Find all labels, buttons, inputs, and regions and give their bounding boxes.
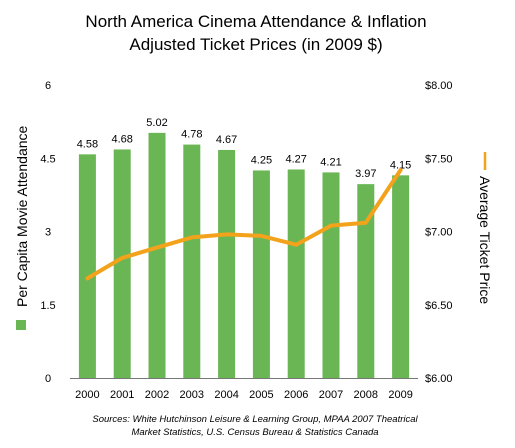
right-axis-title: Average Ticket Price: [477, 152, 493, 304]
right-y-tick-label: $7.00: [425, 227, 453, 239]
bar: [183, 144, 201, 378]
source-line-2: Market Statistics, U.S. Census Bureau & …: [131, 427, 378, 438]
bar-data-label: 4.78: [181, 129, 202, 141]
x-tick-label: 2003: [180, 389, 204, 401]
bar: [113, 149, 131, 378]
left-axis-label: Per Capita Movie Attendance: [14, 125, 30, 307]
x-tick-label: 2005: [249, 389, 273, 401]
bar-data-label: 5.02: [146, 117, 167, 129]
x-tick-label: 2000: [75, 389, 99, 401]
bar: [78, 154, 96, 378]
chart-title-line-1: North America Cinema Attendance & Inflat…: [85, 12, 426, 31]
bar: [252, 170, 270, 378]
right-y-tick-label: $6.50: [425, 300, 453, 312]
x-tick-label: 2002: [145, 389, 169, 401]
bar-data-label: 4.27: [285, 153, 306, 165]
bar-data-labels: 4.58 4.68 5.02 4.78 4.67 4.25 4.27 4.21 3.97 4.15: [77, 117, 412, 180]
left-axis-ticks: 0 1.5 3 4.5 6: [40, 80, 55, 385]
left-axis-title: Per Capita Movie Attendance: [14, 125, 30, 330]
bar: [392, 175, 410, 378]
line-series: [85, 168, 403, 281]
x-axis-ticks: 2000 2001 2002 2003 2004 2005 2006 2007 2008 2009: [75, 389, 413, 401]
bar: [287, 169, 305, 378]
x-tick-label: 2004: [214, 389, 238, 401]
bar-data-label: 3.97: [355, 168, 376, 180]
right-y-tick-label: $6.00: [425, 373, 453, 385]
x-tick-label: 2001: [110, 389, 134, 401]
source-note: Sources: White Hutchinson Leisure & Lear…: [92, 414, 418, 438]
bar: [322, 172, 340, 378]
bar: [357, 184, 375, 378]
right-axis-ticks: $6.00 $6.50 $7.00 $7.50 $8.00: [425, 80, 453, 385]
right-axis-label: Average Ticket Price: [477, 176, 493, 304]
left-y-tick-label: 4.5: [40, 153, 55, 165]
left-y-tick-label: 6: [45, 80, 51, 92]
bar-legend-swatch: [16, 320, 26, 330]
bar-data-label: 4.15: [390, 159, 411, 171]
bar-data-label: 4.67: [216, 134, 237, 146]
left-y-tick-label: 3: [45, 227, 51, 239]
bar-data-label: 4.25: [251, 154, 272, 166]
x-tick-label: 2009: [388, 389, 412, 401]
left-y-tick-label: 0: [45, 373, 51, 385]
right-y-tick-label: $8.00: [425, 80, 453, 92]
bar-data-label: 4.21: [320, 156, 341, 168]
bar-data-label: 4.68: [111, 133, 132, 145]
bar: [218, 149, 236, 378]
x-tick-label: 2007: [319, 389, 343, 401]
x-tick-label: 2006: [284, 389, 308, 401]
right-y-tick-label: $7.50: [425, 153, 453, 165]
source-line-1: Sources: White Hutchinson Leisure & Lear…: [92, 414, 418, 425]
bar: [148, 132, 166, 378]
x-tick-label: 2008: [354, 389, 378, 401]
ticket-price-line: [85, 168, 403, 281]
bar-data-label: 4.58: [77, 138, 98, 150]
chart-title: North America Cinema Attendance & Inflat…: [85, 12, 426, 54]
left-y-tick-label: 1.5: [40, 300, 55, 312]
chart-title-line-2: Adjusted Ticket Prices (in 2009 $): [129, 35, 382, 54]
